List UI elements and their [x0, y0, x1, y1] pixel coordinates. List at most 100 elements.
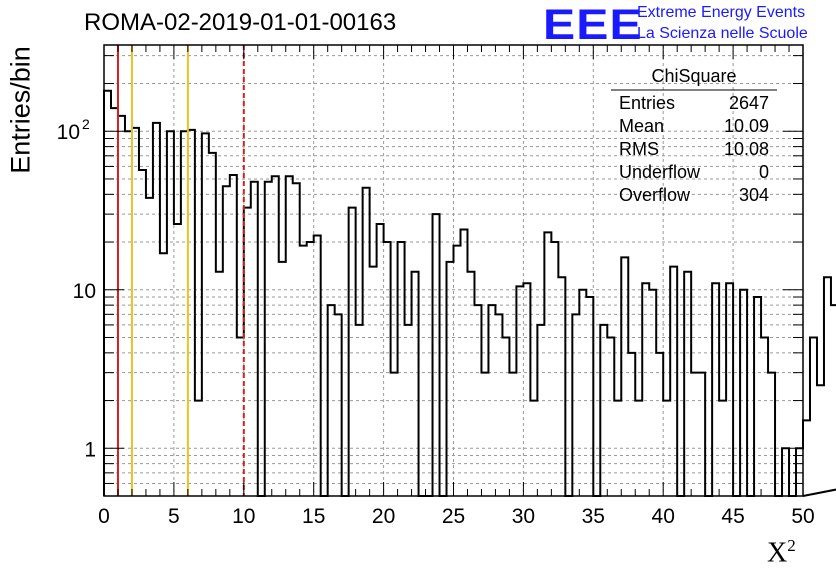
histogram-bin — [572, 314, 579, 496]
histogram-bin — [726, 283, 733, 496]
histogram-bin — [656, 353, 663, 496]
histogram-bin — [474, 305, 481, 496]
stats-box: ChiSquare Entries 2647 Mean 10.09 RMS 10.08 Und… — [611, 66, 777, 205]
histogram-bin — [740, 290, 747, 496]
histogram-bin — [391, 373, 398, 496]
histogram-bin — [761, 337, 768, 496]
histogram-bin — [384, 242, 391, 496]
histogram-bin — [398, 242, 405, 496]
histogram-bin — [600, 325, 607, 496]
histogram-bin — [181, 131, 188, 496]
histogram-bin — [405, 325, 412, 496]
stats-row-label: Overflow — [619, 185, 691, 205]
histogram-bin — [502, 337, 509, 496]
x-tick-label: 5 — [168, 505, 180, 528]
x-tick-label: 45 — [721, 505, 744, 528]
histogram-bin — [628, 353, 635, 496]
histogram-bin — [579, 290, 586, 496]
stats-row-value: 10.09 — [724, 116, 769, 136]
histogram-bin — [719, 401, 726, 496]
logo-line-1: Extreme Energy Events — [637, 4, 806, 21]
histogram-bin — [698, 373, 705, 496]
stats-row-label: RMS — [619, 139, 659, 159]
histogram-bin — [691, 373, 698, 496]
x-tick-label: 30 — [512, 505, 535, 528]
x-tick-label: 10 — [232, 505, 255, 528]
histogram-bin — [509, 373, 516, 496]
histogram-bin — [635, 401, 642, 496]
histogram-bin — [768, 373, 775, 496]
histogram-bin — [307, 242, 314, 496]
histogram-bin — [237, 337, 244, 496]
histogram-bin — [460, 229, 467, 496]
histogram-bin — [544, 232, 551, 496]
x-tick-label: 35 — [582, 505, 605, 528]
histogram-bin — [118, 116, 125, 496]
x-axis-title-base: X — [767, 537, 788, 569]
histogram-bin — [286, 176, 293, 496]
histogram-bin — [586, 297, 593, 496]
histogram-bin — [495, 314, 502, 496]
histogram-bin — [132, 128, 139, 496]
histogram-bin — [488, 305, 495, 496]
histogram-bin — [146, 198, 153, 496]
histogram-bin — [467, 272, 474, 496]
histogram-bin — [782, 448, 789, 496]
histogram-bin — [300, 246, 307, 496]
histogram-bin — [349, 208, 356, 496]
histogram-bin — [530, 401, 537, 496]
stats-row-value: 2647 — [729, 93, 769, 113]
histogram-bin — [328, 305, 335, 496]
x-axis-title-sup: 2 — [787, 536, 796, 555]
y-tick-label: 10 — [73, 280, 96, 303]
histogram-bin — [363, 188, 370, 496]
histogram-bin — [621, 257, 628, 496]
histogram-bin — [265, 182, 272, 496]
histogram-bin — [663, 401, 670, 496]
histogram-bin — [272, 176, 279, 496]
histogram-bin — [712, 283, 719, 496]
histogram-bin — [558, 277, 565, 496]
histogram-bin — [244, 208, 251, 496]
histogram-bin — [803, 420, 810, 496]
stats-row-label: Entries — [619, 93, 675, 113]
histogram-bin — [810, 337, 817, 496]
logo-line-2: La Scienza nelle Scuole — [637, 25, 808, 42]
histogram-bin — [433, 214, 440, 496]
histogram-bin — [670, 267, 677, 496]
histogram-bin — [454, 246, 461, 496]
histogram-bin — [209, 153, 216, 496]
x-axis-title: X2 — [767, 536, 796, 569]
histogram-bin — [293, 183, 300, 496]
histogram-bin — [167, 131, 174, 496]
histogram-bin — [377, 224, 384, 496]
stats-row-value: 0 — [759, 162, 769, 182]
histogram-bin — [125, 131, 132, 496]
y-tick-label: 1 — [84, 438, 96, 461]
histogram-bin — [174, 224, 181, 496]
stats-row-label: Underflow — [619, 162, 701, 182]
histogram-bin — [537, 325, 544, 496]
logo-mark: EEE — [543, 1, 643, 49]
histogram-bin — [642, 283, 649, 496]
histogram-bin — [356, 325, 363, 496]
y-tick-label: 10 — [57, 121, 80, 144]
x-tick-label: 20 — [372, 505, 395, 528]
threshold-lines — [116, 45, 245, 496]
x-tick-label: 50 — [791, 505, 814, 528]
histogram-bin — [412, 272, 419, 496]
histogram-bin — [223, 186, 230, 496]
histogram-bin — [614, 401, 621, 496]
histogram-bin — [607, 337, 614, 496]
stats-row-label: Mean — [619, 116, 664, 136]
y-tick-label-sup: 2 — [82, 116, 90, 132]
x-tick-label: 40 — [652, 505, 675, 528]
histogram-bin — [153, 123, 160, 496]
histogram-bin — [314, 235, 321, 496]
y-axis-title: Entries/bin — [5, 46, 36, 174]
histogram-bin — [279, 262, 286, 496]
x-tick-label: 15 — [302, 505, 325, 528]
histogram-bin — [831, 305, 836, 496]
